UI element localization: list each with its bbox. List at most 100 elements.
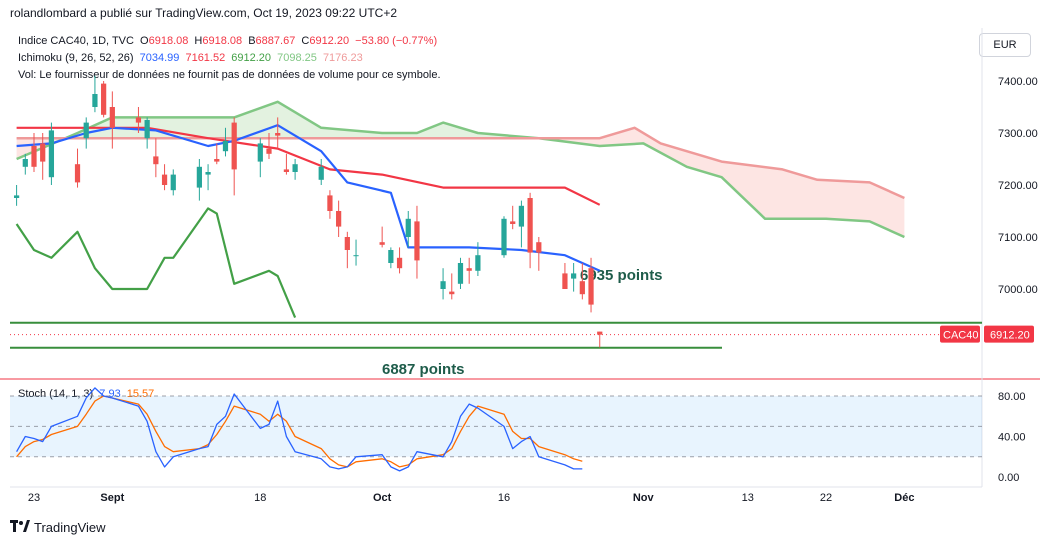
candle-body xyxy=(562,273,568,289)
candle-body xyxy=(266,148,272,154)
candle-body xyxy=(222,140,229,152)
candle-body xyxy=(13,195,20,198)
candle-body xyxy=(379,242,385,245)
ichimoku-span-b-value: 7176.23 xyxy=(322,52,363,64)
time-tick-label: Déc xyxy=(894,492,914,504)
candle-body xyxy=(440,281,446,289)
candle-body xyxy=(579,281,585,295)
tradingview-brand-label: TradingView xyxy=(34,520,106,535)
time-tick-label: Nov xyxy=(633,492,655,504)
price-tag xyxy=(984,325,1034,343)
currency-button[interactable]: EUR xyxy=(979,33,1031,57)
candle-body xyxy=(536,242,542,253)
candle-body xyxy=(518,205,525,227)
candle-body xyxy=(318,166,324,180)
candle-body xyxy=(231,122,237,170)
ichimoku-kijun-value: 7161.52 xyxy=(185,52,226,64)
candle-body xyxy=(527,198,533,253)
stoch-k-line xyxy=(16,387,583,472)
ichimoku-label: Ichimoku (9, 26, 52, 26) xyxy=(18,52,134,64)
volume-note: Vol: Le fournisseur de données ne fourni… xyxy=(18,69,441,81)
senkou-span-a-line xyxy=(16,100,905,239)
time-tick-label: 23 xyxy=(28,492,40,504)
ichimoku-span-a-value: 7098.25 xyxy=(277,52,317,64)
open-value: 6918.08 xyxy=(148,35,189,47)
candle-body xyxy=(275,133,281,136)
candle-body xyxy=(283,169,290,172)
candle-body xyxy=(135,117,142,123)
ichimoku-legend[interactable]: Ichimoku (9, 26, 52, 26) 7034.99 7161.52… xyxy=(18,52,366,64)
publish-header: rolandlombard a publié sur TradingView.c… xyxy=(10,6,397,20)
candle-body xyxy=(405,218,411,237)
annotation-6935: 6935 points xyxy=(580,267,663,284)
candle-body xyxy=(161,174,168,185)
candle-body xyxy=(205,172,211,175)
price-tag-label: 6912.20 xyxy=(990,330,1030,342)
price-tick-label: 7200.00 xyxy=(998,180,1038,192)
time-tick-label: 13 xyxy=(742,492,754,504)
candle-body xyxy=(388,250,394,263)
price-tick-label: 7300.00 xyxy=(998,128,1038,140)
stoch-legend[interactable]: Stoch (14, 1, 3) 7.93 15.57 xyxy=(18,388,157,400)
candle-body xyxy=(214,159,220,162)
candle-body xyxy=(571,273,577,279)
time-tick-label: 22 xyxy=(820,492,832,504)
candle-body xyxy=(153,156,159,165)
tradingview-logo-icon xyxy=(10,520,30,535)
time-tick-label: 16 xyxy=(498,492,510,504)
time-tick-label: 18 xyxy=(254,492,266,504)
close-label: C xyxy=(301,35,310,47)
candle-body xyxy=(510,221,516,224)
instrument-label: Indice CAC40, 1D, TVC xyxy=(18,35,134,47)
tradingview-brand[interactable]: TradingView xyxy=(10,520,106,535)
stoch-tick-label: 80.00 xyxy=(998,391,1026,403)
candle-body xyxy=(292,164,298,172)
open-label: O xyxy=(140,35,149,47)
low-label: B xyxy=(248,35,256,47)
candle-body xyxy=(449,291,455,295)
candle-body xyxy=(336,211,342,227)
price-tick-label: 7000.00 xyxy=(998,284,1038,296)
candle-body xyxy=(257,143,263,162)
stoch-tick-label: 40.00 xyxy=(998,432,1026,444)
candle-body xyxy=(92,94,98,107)
close-value: 6912.20 xyxy=(309,35,350,47)
candle-body xyxy=(109,107,115,128)
annotation-6887: 6887 points xyxy=(382,361,465,378)
candle-body xyxy=(475,255,481,271)
stoch-d-value: 15.57 xyxy=(126,388,155,400)
candle-body xyxy=(170,174,176,191)
low-value: 6887.67 xyxy=(255,35,296,47)
time-tick-label: Oct xyxy=(373,492,392,504)
time-tick-label: Sept xyxy=(100,492,124,504)
tenkan-sen-line xyxy=(16,124,601,272)
candle-body xyxy=(327,195,333,211)
candle-body xyxy=(414,221,420,261)
candle-body xyxy=(344,237,350,250)
candle-body xyxy=(48,130,55,178)
candle-body xyxy=(457,263,464,284)
candle-body xyxy=(101,83,107,115)
senkou-span-b-line xyxy=(16,126,905,200)
change-value: −53.80 (−0.77%) xyxy=(355,35,438,47)
candle-body xyxy=(74,164,81,183)
chikou-span-line xyxy=(15,207,297,319)
price-tick-label: 7100.00 xyxy=(998,232,1038,244)
ichimoku-tenkan-value: 7034.99 xyxy=(139,52,180,64)
stoch-k-value: 7.93 xyxy=(99,388,121,400)
main-legend: Indice CAC40, 1D, TVC O6918.08 H6918.08 … xyxy=(18,35,440,47)
ichimoku-chikou-value: 6912.20 xyxy=(231,52,272,64)
stoch-tick-label: 0.00 xyxy=(998,472,1019,484)
candle-body xyxy=(501,218,507,256)
candle-body xyxy=(353,255,359,257)
high-value: 6918.08 xyxy=(202,35,243,47)
candle-body xyxy=(597,331,603,335)
symbol-tag-label: CAC40 xyxy=(943,330,978,342)
stoch-label: Stoch (14, 1, 3) xyxy=(18,388,94,400)
candle-body xyxy=(22,159,28,167)
high-label: H xyxy=(194,35,203,47)
candle-body xyxy=(588,268,594,305)
candle-body xyxy=(466,268,472,271)
candle-body xyxy=(83,122,89,139)
